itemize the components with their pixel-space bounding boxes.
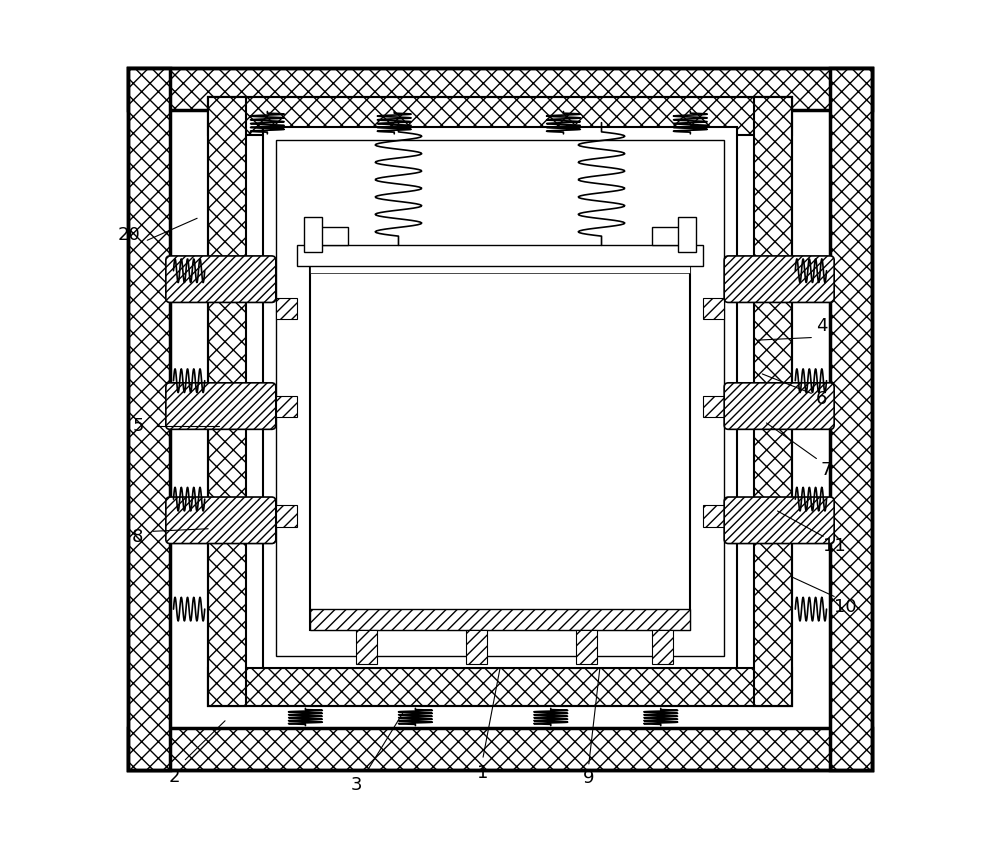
Text: 9: 9 [583,769,595,788]
Bar [263,127,737,668]
Bar [310,609,690,630]
Bar [246,135,754,668]
Bar [678,217,696,252]
Bar [128,68,872,110]
Text: 4: 4 [816,316,827,335]
Bar [310,266,690,630]
FancyBboxPatch shape [724,497,834,544]
Bar [208,668,792,706]
Text: 2: 2 [169,767,180,786]
Bar [703,395,724,417]
Bar [128,728,872,770]
Bar [830,68,872,770]
Text: 3: 3 [350,776,362,794]
Bar [356,630,377,664]
Text: 11: 11 [823,536,846,555]
Text: 5: 5 [132,416,144,435]
Bar [208,97,246,706]
Bar [703,299,724,320]
Bar [208,97,792,706]
Bar [652,227,695,245]
Text: 10: 10 [834,598,856,617]
Bar [276,395,297,417]
Bar [276,299,297,320]
Bar [576,630,597,664]
Bar [276,140,724,656]
Bar [128,68,170,770]
Bar [754,97,792,706]
Bar [297,245,703,266]
Bar [703,505,724,526]
Bar [276,505,297,526]
Text: 8: 8 [132,528,144,547]
Bar [466,630,487,664]
Bar [128,68,872,770]
Bar [208,97,792,135]
FancyBboxPatch shape [166,382,276,430]
Text: 6: 6 [816,390,827,409]
Bar [305,227,348,245]
Bar [304,217,322,252]
Bar [652,630,673,664]
FancyBboxPatch shape [166,497,276,544]
Text: 20: 20 [118,226,141,244]
Text: 7: 7 [821,460,832,479]
FancyBboxPatch shape [724,255,834,302]
Bar [310,266,690,273]
FancyBboxPatch shape [166,255,276,302]
FancyBboxPatch shape [724,382,834,430]
Text: 1: 1 [477,764,489,783]
